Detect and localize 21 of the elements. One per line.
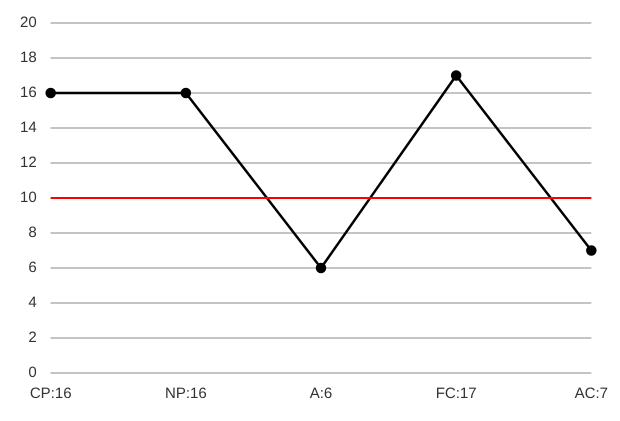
y-tick-label: 10 [20,189,37,206]
x-tick-label: AC:7 [574,385,608,402]
y-tick-label: 18 [20,49,37,66]
y-tick-label: 20 [20,14,37,32]
point [316,262,326,274]
y-tick-label: 2 [28,329,37,346]
point [180,88,192,98]
y-tick-label: 0 [28,364,37,382]
y-tick-label: 8 [28,224,37,242]
y-tick-label: 12 [20,154,37,172]
x-tick-label: FC:17 [436,385,477,402]
y-tick-label: 16 [20,84,37,102]
x-tick-label: A:6 [310,385,332,402]
y-tick-label: 6 [28,259,37,276]
point [586,245,597,256]
x-tick-label: CP:16 [30,385,72,402]
x-tick-label: NP:16 [164,385,207,402]
point [45,88,56,98]
point [450,70,462,81]
y-tick-label: 4 [28,294,37,312]
y-tick-label: 14 [20,119,37,136]
